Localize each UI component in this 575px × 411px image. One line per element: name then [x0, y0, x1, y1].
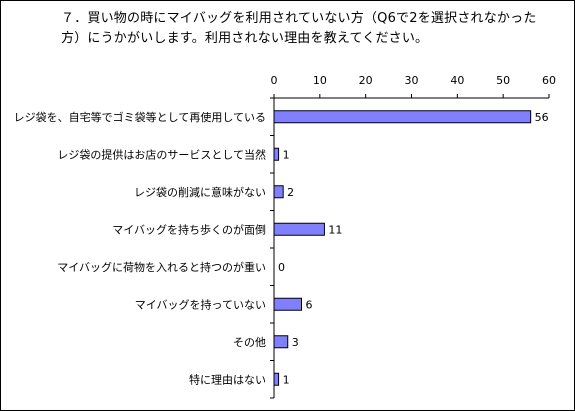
data-label: 2 — [287, 186, 294, 199]
data-label: 1 — [283, 148, 290, 161]
category-label: レジ袋の提供はお店のサービスとして当然 — [57, 147, 266, 161]
bar — [273, 110, 532, 124]
category-label: レジ袋の削減に意味がない — [134, 185, 266, 199]
bar — [273, 147, 280, 161]
category-label: レジ袋を、自宅等でゴミ袋等として再使用している — [14, 110, 266, 124]
data-label: 56 — [535, 111, 549, 124]
bar — [273, 185, 284, 199]
category-label: マイバッグを持っていない — [135, 297, 266, 311]
x-tick-label: 40 — [450, 74, 464, 87]
category-label: マイバッグに荷物を入れると持つのが重い — [57, 260, 266, 274]
bar — [273, 335, 289, 349]
x-tick-label: 20 — [359, 74, 373, 87]
x-tick-label: 60 — [542, 74, 556, 87]
bar — [273, 372, 280, 386]
x-tick-label: 30 — [405, 74, 419, 87]
x-tick-label: 0 — [271, 74, 278, 87]
bar — [273, 222, 325, 236]
x-tick-label: 10 — [313, 74, 327, 87]
chart-bars — [273, 110, 532, 386]
data-label: 1 — [283, 373, 290, 386]
chart-title: ７．買い物の時にマイバッグを利用されていない方（Q6で2を選択されなかった方）に… — [61, 11, 537, 46]
category-label: その他 — [233, 336, 266, 349]
data-label: 11 — [328, 223, 342, 236]
data-label: 3 — [292, 336, 299, 349]
data-label: 0 — [278, 261, 285, 274]
bar — [273, 297, 302, 311]
data-label: 6 — [306, 298, 313, 311]
chart-labels: レジ袋を、自宅等でゴミ袋等として再使用している 56 レジ袋の提供はお店のサービスと… — [14, 110, 549, 387]
category-label: マイバッグを持ち歩くのが面倒 — [112, 222, 266, 236]
category-label: 特に理由はない — [189, 372, 266, 386]
x-tick-label: 50 — [496, 74, 510, 87]
